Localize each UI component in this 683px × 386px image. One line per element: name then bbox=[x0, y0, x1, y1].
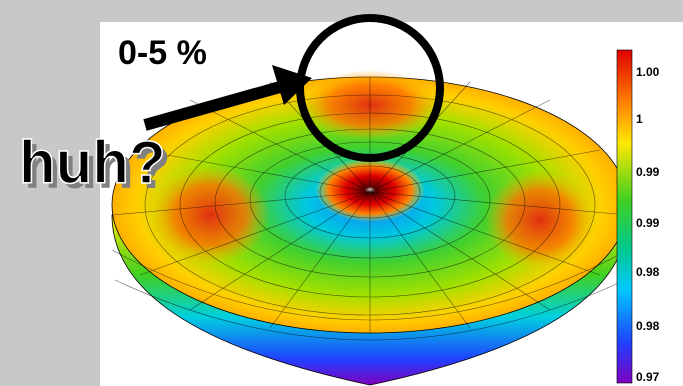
colorbar-label: 1.00 bbox=[636, 65, 660, 79]
range-annotation: 0-5 % bbox=[118, 34, 207, 72]
colorbar-label: 0.99 bbox=[636, 216, 660, 230]
colorbar-label: 0.98 bbox=[636, 265, 660, 279]
arrow bbox=[143, 65, 312, 131]
colorbar-label: 1 bbox=[636, 112, 643, 126]
question-annotation: huh? bbox=[19, 129, 166, 196]
colorbar-label: 0.97 bbox=[636, 370, 660, 384]
colorbar bbox=[616, 49, 633, 384]
colorbar-label: 0.99 bbox=[636, 165, 660, 179]
question-shadow: huh? bbox=[24, 134, 171, 201]
mesh-disc bbox=[111, 70, 629, 386]
colorbar-label: 0.98 bbox=[636, 319, 660, 333]
